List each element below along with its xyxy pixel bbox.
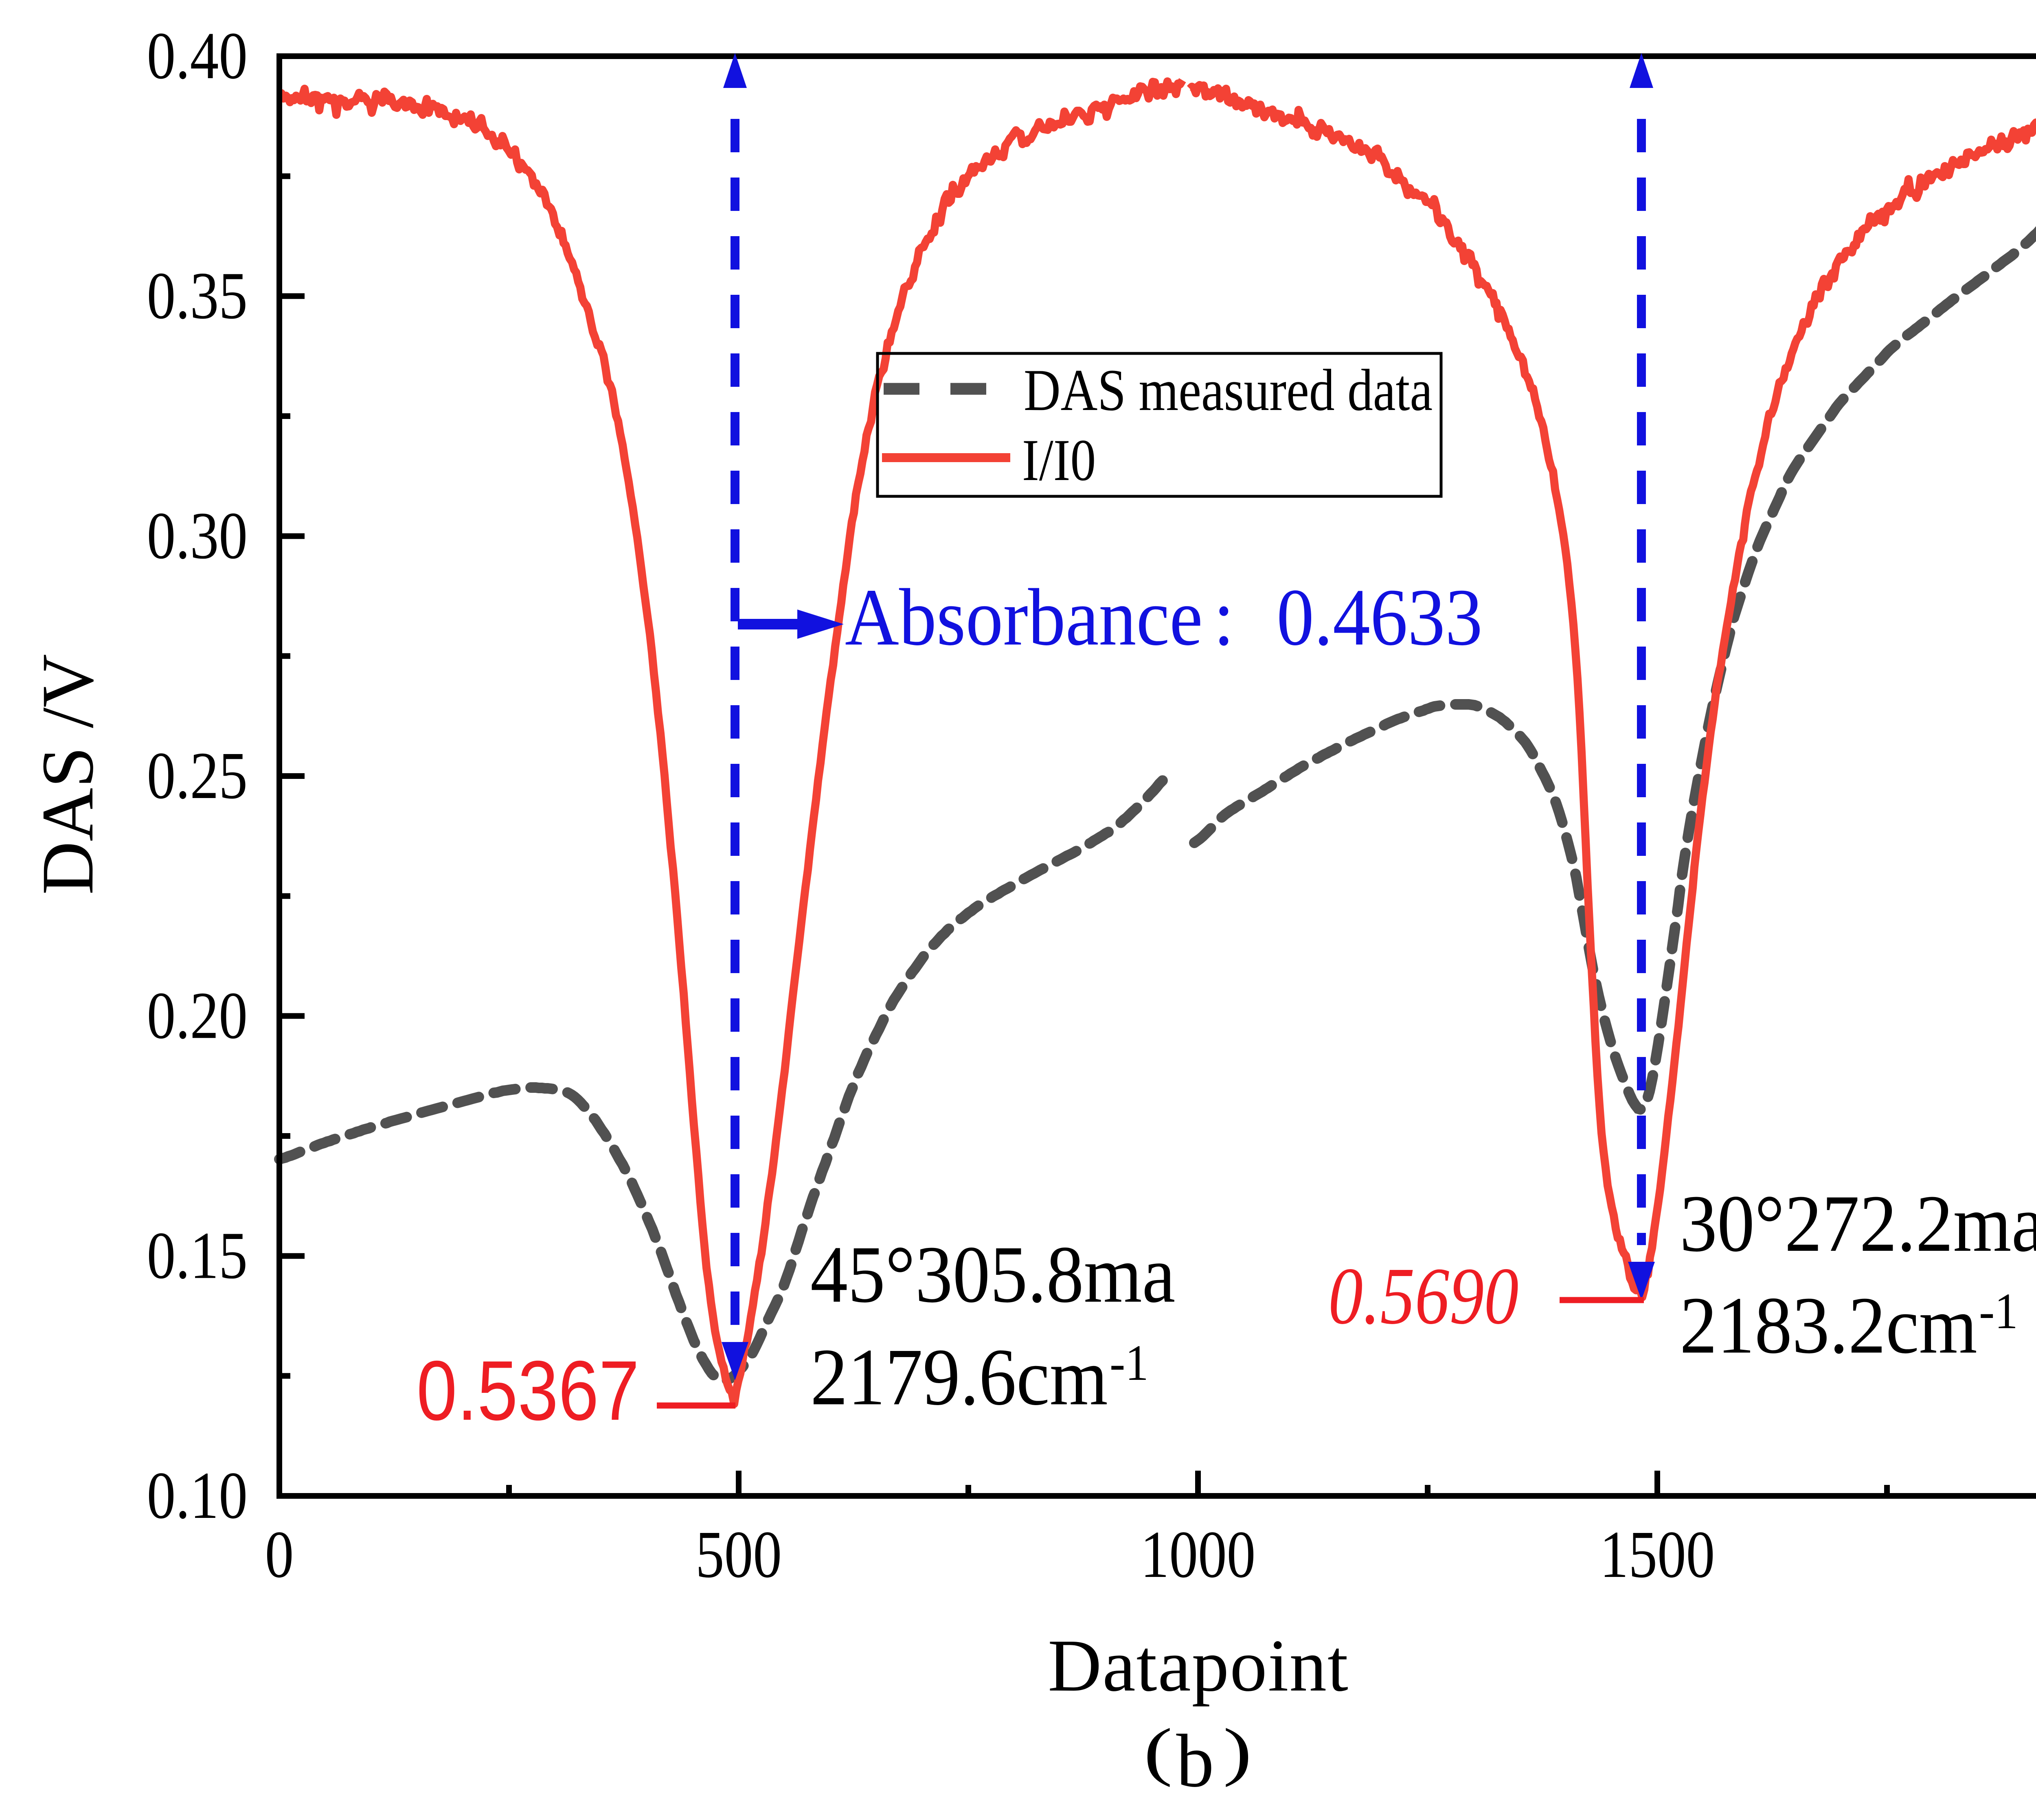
svg-text:0.15: 0.15 [147,1219,248,1293]
svg-text:Datapoint: Datapoint [1048,1624,1349,1707]
svg-text:0.30: 0.30 [147,499,248,573]
svg-text:1000: 1000 [1141,1517,1256,1592]
svg-text:Absorbance: Absorbance [845,572,1203,662]
svg-text:-1: -1 [1110,1335,1149,1391]
svg-text:0.40: 0.40 [147,19,248,93]
svg-text:DAS measured data: DAS measured data [1024,357,1433,423]
svg-text:(: ( [1144,1715,1173,1787]
svg-text:DAS /V: DAS /V [27,654,109,895]
svg-text:2179.6cm: 2179.6cm [810,1332,1108,1422]
svg-text:0.10: 0.10 [147,1458,248,1533]
svg-text:30°272.2ma: 30°272.2ma [1680,1178,2036,1269]
svg-text:I/I0: I/I0 [1022,428,1096,493]
svg-text:1500: 1500 [1600,1517,1715,1592]
svg-text:0.35: 0.35 [147,259,248,333]
svg-text:0: 0 [265,1517,294,1592]
svg-text:0.4633: 0.4633 [1277,572,1483,662]
svg-text:500: 500 [695,1517,782,1592]
svg-text:0.25: 0.25 [147,739,248,813]
svg-text:0.20: 0.20 [147,978,248,1053]
svg-text:-1: -1 [1979,1283,2018,1339]
svg-text:2183.2cm: 2183.2cm [1680,1280,1977,1370]
svg-text:b: b [1176,1719,1214,1803]
svg-text:0.5690: 0.5690 [1328,1251,1518,1341]
svg-text:45°305.8ma: 45°305.8ma [810,1229,1175,1320]
svg-text::: : [1213,572,1234,662]
svg-text:): ) [1223,1715,1252,1787]
svg-text:0.5367: 0.5367 [417,1343,639,1438]
